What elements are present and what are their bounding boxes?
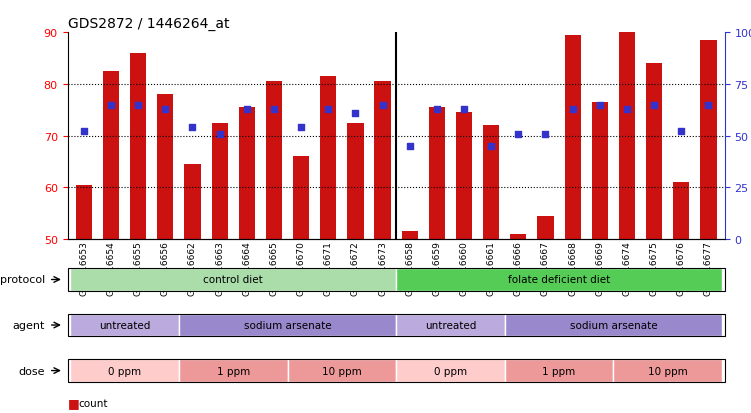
- Bar: [76, 185, 92, 240]
- Text: dose: dose: [19, 366, 45, 376]
- Point: [105, 102, 117, 109]
- Point: [268, 106, 280, 113]
- Bar: [538, 216, 553, 240]
- Bar: [483, 126, 499, 240]
- Text: 1 ppm: 1 ppm: [216, 366, 250, 376]
- Bar: [130, 54, 146, 240]
- Bar: [456, 113, 472, 240]
- Point: [567, 106, 579, 113]
- Point: [376, 102, 388, 109]
- Point: [675, 129, 687, 135]
- Point: [458, 106, 470, 113]
- Bar: [184, 165, 201, 240]
- Bar: [320, 77, 336, 240]
- Text: ■: ■: [68, 396, 80, 409]
- Text: 0 ppm: 0 ppm: [434, 366, 467, 376]
- Bar: [157, 95, 173, 240]
- Point: [404, 143, 416, 150]
- Bar: [375, 82, 391, 240]
- Bar: [103, 72, 119, 240]
- Point: [322, 106, 334, 113]
- Text: 0 ppm: 0 ppm: [108, 366, 141, 376]
- Point: [431, 106, 443, 113]
- Point: [159, 106, 171, 113]
- Bar: [565, 36, 581, 240]
- Point: [512, 131, 524, 138]
- Point: [621, 106, 633, 113]
- Point: [132, 102, 144, 109]
- Text: protocol: protocol: [0, 275, 45, 285]
- Text: 10 ppm: 10 ppm: [322, 366, 362, 376]
- Text: 1 ppm: 1 ppm: [542, 366, 576, 376]
- Bar: [619, 2, 635, 240]
- Text: folate deficient diet: folate deficient diet: [508, 275, 611, 285]
- Bar: [429, 108, 445, 240]
- Text: sodium arsenate: sodium arsenate: [569, 320, 657, 330]
- Bar: [592, 103, 608, 240]
- Point: [213, 131, 225, 138]
- Bar: [239, 108, 255, 240]
- Text: 10 ppm: 10 ppm: [648, 366, 688, 376]
- Bar: [510, 234, 526, 240]
- Bar: [646, 64, 662, 240]
- Text: untreated: untreated: [425, 320, 476, 330]
- Text: agent: agent: [13, 320, 45, 330]
- Point: [78, 129, 90, 135]
- Bar: [266, 82, 282, 240]
- Point: [485, 143, 497, 150]
- Point: [241, 106, 253, 113]
- Text: sodium arsenate: sodium arsenate: [244, 320, 331, 330]
- Text: untreated: untreated: [99, 320, 150, 330]
- Text: control diet: control diet: [204, 275, 263, 285]
- Bar: [293, 157, 309, 240]
- Text: GDS2872 / 1446264_at: GDS2872 / 1446264_at: [68, 17, 229, 31]
- Bar: [673, 183, 689, 240]
- Point: [648, 102, 660, 109]
- Point: [186, 125, 198, 131]
- Point: [594, 102, 606, 109]
- Point: [702, 102, 714, 109]
- Text: count: count: [79, 398, 108, 408]
- Bar: [402, 232, 418, 240]
- Point: [539, 131, 551, 138]
- Point: [349, 110, 361, 117]
- Bar: [212, 123, 228, 240]
- Bar: [700, 41, 716, 240]
- Point: [295, 125, 307, 131]
- Bar: [347, 123, 363, 240]
